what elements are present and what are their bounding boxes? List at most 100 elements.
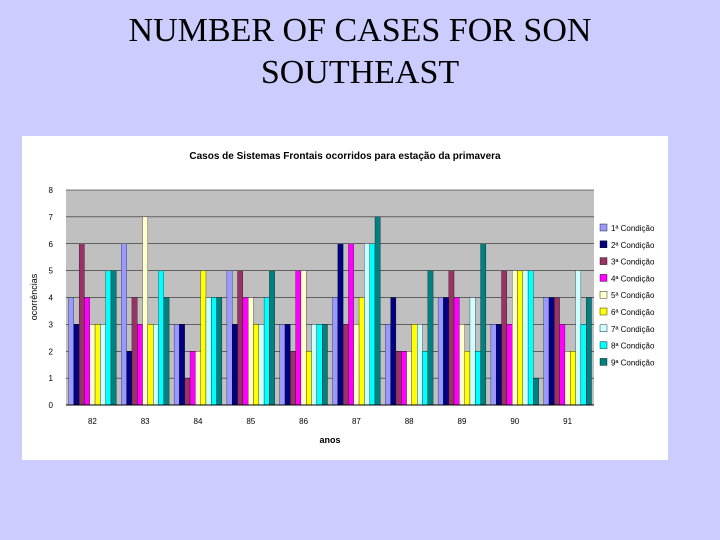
bar-90-series-8 [527, 270, 534, 406]
legend-label: 5ª Condição [611, 291, 655, 300]
bar-85-series-1 [226, 270, 233, 406]
legend-label: 1ª Condição [611, 224, 655, 233]
bar-88-series-9 [427, 270, 434, 406]
bar-90-series-7 [522, 270, 529, 406]
bar-83-series-4 [137, 324, 143, 406]
bar-85-series-6 [253, 324, 259, 406]
bar-82-series-8 [105, 270, 112, 406]
bar-87-series-4 [348, 243, 354, 406]
bar-90-series-2 [496, 324, 502, 406]
legend-swatch [599, 274, 608, 282]
bar-84-series-5 [195, 351, 201, 406]
bar-88-series-5 [406, 351, 413, 406]
bar-90-series-4 [506, 324, 513, 406]
bar-84-series-3 [184, 377, 191, 406]
y-tick-label: 0 [49, 401, 54, 410]
x-tick-label: 84 [194, 417, 203, 426]
bar-84-series-4 [189, 351, 196, 406]
bar-86-series-5 [300, 270, 307, 406]
x-tick-label: 90 [510, 417, 519, 426]
bar-86-series-1 [279, 324, 286, 406]
y-tick-label: 3 [49, 320, 54, 329]
y-tick-label: 5 [49, 267, 54, 276]
bar-83-series-1 [121, 243, 127, 406]
x-tick-label: 82 [88, 417, 97, 426]
bar-85-series-2 [232, 324, 238, 406]
bar-86-series-3 [290, 351, 296, 406]
x-tick-label: 91 [563, 417, 572, 426]
bar-83-series-6 [147, 324, 154, 406]
bar-89-series-4 [453, 297, 460, 406]
y-tick-label: 8 [49, 186, 54, 195]
bar-86-series-4 [295, 270, 302, 406]
legend-swatch [599, 223, 608, 232]
slide-title-line-1: NUMBER OF CASES FOR SON [128, 12, 592, 49]
bar-90-series-3 [501, 270, 507, 406]
bar-82-series-7 [100, 324, 106, 406]
bar-91-series-2 [548, 297, 555, 406]
bar-84-series-9 [216, 297, 223, 406]
bar-87-series-5 [353, 324, 360, 406]
y-axis-label: ocorrências [29, 273, 39, 320]
bar-85-series-7 [258, 324, 265, 406]
bar-88-series-2 [390, 297, 397, 406]
y-tick-label: 6 [49, 240, 54, 249]
bar-91-series-1 [543, 297, 550, 406]
bar-90-series-1 [490, 324, 497, 406]
bar-91-series-5 [564, 351, 571, 406]
bar-90-series-9 [533, 377, 539, 406]
slide-title-line-2: SOUTHEAST [260, 54, 460, 91]
x-tick-label: 86 [299, 417, 308, 426]
slide-title: NUMBER OF CASES FOR SON SOUTHEAST [40, 10, 680, 94]
bar-87-series-1 [332, 297, 338, 406]
chart-container: Casos de Sistemas Frontais ocorridos par… [22, 136, 668, 460]
bar-89-series-5 [459, 324, 465, 406]
bar-89-series-2 [443, 297, 449, 406]
legend-swatch [599, 257, 608, 265]
bar-85-series-8 [263, 297, 270, 406]
bar-91-series-8 [580, 324, 587, 406]
bar-88-series-8 [422, 351, 428, 406]
bar-84-series-7 [205, 297, 212, 406]
y-tick-label: 4 [49, 294, 54, 303]
legend-swatch [599, 240, 608, 249]
bar-87-series-6 [358, 297, 365, 406]
legend-swatch [599, 290, 608, 299]
bar-86-series-8 [316, 324, 323, 406]
bar-87-series-7 [364, 243, 370, 406]
bar-87-series-8 [369, 243, 376, 406]
bar-84-series-8 [211, 297, 217, 406]
x-tick-label: 89 [458, 417, 467, 426]
legend-label: 4ª Condição [611, 274, 655, 283]
bar-88-series-6 [411, 324, 418, 406]
legend-label: 6ª Condição [611, 308, 655, 317]
bar-88-series-3 [395, 351, 402, 406]
bar-91-series-7 [575, 270, 582, 406]
bar-86-series-2 [284, 324, 291, 406]
bar-82-series-1 [68, 297, 74, 406]
x-tick-label: 88 [405, 417, 414, 426]
y-tick-labels: 0 1 2 3 4 5 6 7 8 [49, 186, 54, 410]
bar-82-series-6 [94, 324, 101, 406]
legend-swatch [599, 358, 608, 366]
legend-label: 3ª Condição [611, 258, 655, 267]
legend-swatch [599, 307, 608, 316]
bar-89-series-1 [437, 297, 444, 406]
bar-90-series-5 [511, 270, 518, 406]
legend-label: 8ª Condição [611, 342, 655, 351]
legend-label: 2ª Condição [611, 241, 655, 250]
bar-87-series-9 [374, 216, 381, 406]
bar-82-series-2 [73, 324, 80, 406]
bars [68, 216, 592, 406]
bar-82-series-3 [78, 243, 85, 406]
bar-89-series-7 [469, 297, 476, 406]
bar-83-series-3 [131, 297, 138, 406]
bar-91-series-6 [570, 351, 576, 406]
x-tick-label: 87 [352, 417, 361, 426]
legend-swatch [599, 341, 608, 349]
bar-88-series-1 [385, 324, 391, 406]
x-tick-labels: 82 83 84 85 86 87 88 89 90 91 [88, 417, 573, 426]
bar-91-series-3 [554, 297, 560, 406]
bar-84-series-1 [173, 324, 180, 406]
y-tick-label: 2 [49, 347, 54, 356]
